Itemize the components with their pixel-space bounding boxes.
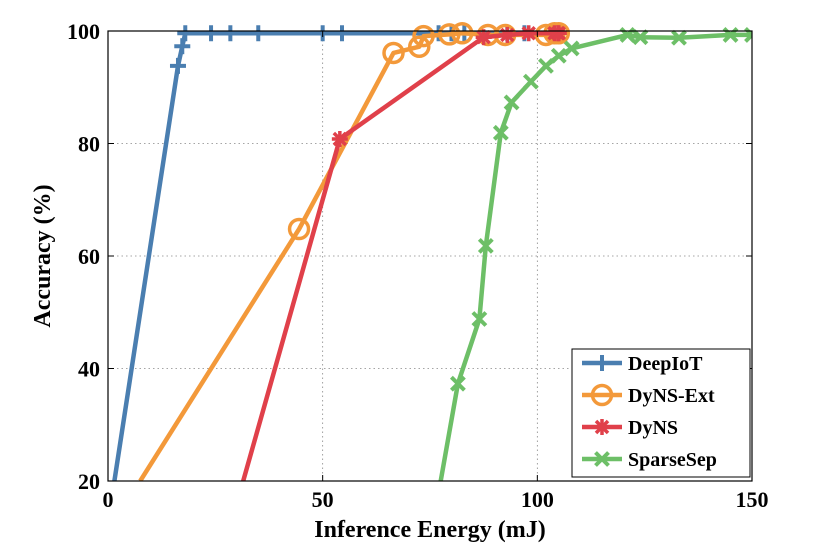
y-tick-label: 100 xyxy=(67,19,100,44)
marker-stroke xyxy=(503,94,520,111)
marker-stroke xyxy=(594,451,610,467)
data-point-dyns-ext xyxy=(287,217,311,241)
data-point-dyns xyxy=(475,29,492,46)
marker-stroke xyxy=(521,26,536,41)
marker-stroke xyxy=(538,57,554,74)
marker-stroke xyxy=(522,73,539,90)
legend: DeepIoT DyNS-Ext DyNS SparseSep xyxy=(571,348,751,478)
marker-stroke xyxy=(550,47,567,64)
data-point-dyns xyxy=(499,26,516,43)
marker-ring xyxy=(450,22,474,45)
data-point-deepiot xyxy=(177,25,194,42)
marker-stroke xyxy=(563,40,580,57)
data-point-dyns xyxy=(520,25,537,42)
y-tick-label: 40 xyxy=(78,357,100,382)
y-axis-title: Accuracy (%) xyxy=(30,184,56,327)
marker-stroke xyxy=(477,237,494,254)
data-point-sparsesep xyxy=(671,29,687,46)
data-point-sparsesep xyxy=(503,94,520,111)
marker-stroke xyxy=(632,29,649,46)
legend-label-sparsesep: SparseSep xyxy=(628,449,717,471)
data-point-deepiot xyxy=(333,25,350,42)
marker-ring xyxy=(408,35,431,58)
legend-label-dyns: DyNS xyxy=(628,417,678,439)
series-layer xyxy=(112,22,752,481)
x-tick-label: 0 xyxy=(103,487,114,512)
data-point-sparsesep xyxy=(632,29,649,46)
data-point-dyns-ext xyxy=(412,24,435,48)
marker-stroke xyxy=(744,32,752,43)
x-tick-label: 50 xyxy=(312,487,334,512)
marker-stroke xyxy=(551,26,567,41)
series-line-deepiot xyxy=(112,31,525,481)
marker-stroke xyxy=(492,124,509,141)
series-dyns-ext xyxy=(138,22,571,481)
tick-layer: 0 50 100 150 20 40 60 80 100 xyxy=(67,19,769,512)
data-point-deepiot xyxy=(250,25,267,42)
data-point-sparsesep xyxy=(477,237,494,254)
legend-marker-deepiot xyxy=(594,355,610,371)
data-point-sparsesep xyxy=(538,57,554,74)
marker-stroke xyxy=(476,29,491,45)
legend-marker-dyns xyxy=(594,419,610,435)
data-point-deepiot xyxy=(203,25,220,42)
x-tick-label: 100 xyxy=(521,487,554,512)
data-point-dyns xyxy=(331,131,348,147)
data-point-dyns-ext xyxy=(382,41,405,65)
marker-stroke xyxy=(671,29,687,46)
marker-ring xyxy=(287,217,311,241)
legend-marker-sparsesep xyxy=(594,451,610,467)
y-tick-label: 80 xyxy=(78,132,100,157)
marker-stroke xyxy=(332,131,348,147)
data-point-deepiot xyxy=(222,25,239,42)
marker-ring xyxy=(382,41,405,65)
y-tick-label: 60 xyxy=(78,244,100,269)
marker-stroke xyxy=(471,311,488,327)
legend-entries: DeepIoT DyNS-Ext DyNS SparseSep xyxy=(582,353,717,471)
series-line-dyns-ext xyxy=(138,31,559,481)
legend-label-dyns-ext: DyNS-Ext xyxy=(628,385,715,407)
data-point-sparsesep xyxy=(471,311,488,327)
legend-entry-dyns-ext: DyNS-Ext xyxy=(582,383,715,407)
data-point-sparsesep xyxy=(522,73,539,90)
legend-entry-sparsesep: SparseSep xyxy=(582,449,717,471)
data-point-dyns-ext xyxy=(438,23,461,46)
data-point-dyns-ext xyxy=(450,22,474,45)
data-point-dyns xyxy=(550,25,567,42)
data-point-deepiot xyxy=(174,38,191,55)
legend-marker-dyns-ext xyxy=(590,383,614,407)
marker-stroke xyxy=(594,419,610,435)
x-tick-label: 150 xyxy=(736,487,769,512)
marker-ring xyxy=(590,383,614,407)
legend-entry-deepiot: DeepIoT xyxy=(582,353,703,375)
data-point-sparsesep xyxy=(563,40,580,57)
marker-ring xyxy=(438,23,461,46)
marker-stroke xyxy=(449,375,466,392)
series-dyns xyxy=(241,25,567,481)
data-point-sparsesep xyxy=(492,124,509,141)
legend-label-deepiot: DeepIoT xyxy=(628,353,703,375)
marker-ring xyxy=(412,24,435,48)
legend-entry-dyns: DyNS xyxy=(582,417,678,439)
series-deepiot xyxy=(112,25,533,481)
data-point-sparsesep xyxy=(550,47,567,64)
y-tick-label: 20 xyxy=(78,469,100,494)
x-axis-title: Inference Energy (mJ) xyxy=(314,517,546,543)
data-point-dyns-ext xyxy=(408,35,431,58)
data-point-deepiot xyxy=(169,57,186,74)
data-point-sparsesep xyxy=(449,375,466,392)
